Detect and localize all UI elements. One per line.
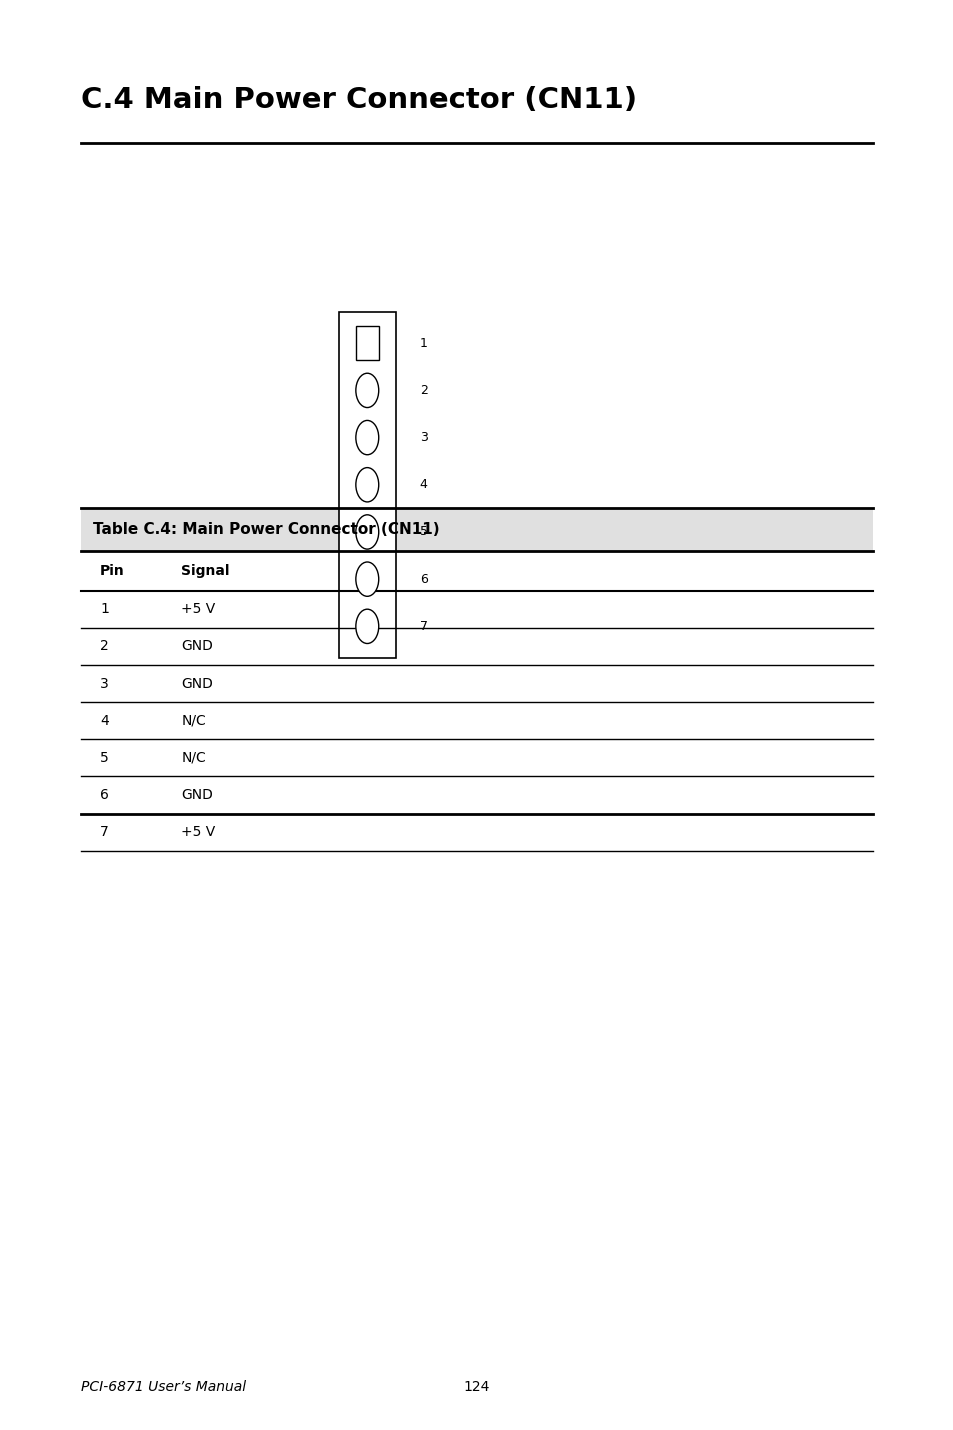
Text: GND: GND [181,788,213,802]
Text: 4: 4 [100,714,109,728]
Text: 3: 3 [419,430,427,445]
Text: +5 V: +5 V [181,825,215,839]
Text: 7: 7 [100,825,109,839]
Text: 124: 124 [463,1380,490,1394]
Circle shape [355,373,378,408]
Text: N/C: N/C [181,751,206,765]
Text: 7: 7 [419,619,427,633]
Bar [81,508,872,551]
Text: Pin: Pin [100,563,125,578]
Bar [355,326,378,360]
Text: N/C: N/C [181,714,206,728]
Circle shape [355,515,378,549]
Text: 5: 5 [100,751,109,765]
Text: Table C.4: Main Power Connector (CN11): Table C.4: Main Power Connector (CN11) [92,522,438,536]
Text: C.4 Main Power Connector (CN11): C.4 Main Power Connector (CN11) [81,86,637,114]
Circle shape [355,562,378,596]
Text: 1: 1 [100,602,109,616]
Text: 2: 2 [100,639,109,654]
Text: GND: GND [181,676,213,691]
Circle shape [355,420,378,455]
Text: Signal: Signal [181,563,230,578]
Text: 6: 6 [419,572,427,586]
Bar [338,312,395,658]
Circle shape [355,609,378,644]
Text: +5 V: +5 V [181,602,215,616]
Text: 4: 4 [419,478,427,492]
Circle shape [355,468,378,502]
Text: 1: 1 [419,336,427,350]
Text: GND: GND [181,639,213,654]
Text: PCI-6871 User’s Manual: PCI-6871 User’s Manual [81,1380,246,1394]
Text: 6: 6 [100,788,109,802]
Text: 3: 3 [100,676,109,691]
Text: 5: 5 [419,525,427,539]
Text: 2: 2 [419,383,427,398]
